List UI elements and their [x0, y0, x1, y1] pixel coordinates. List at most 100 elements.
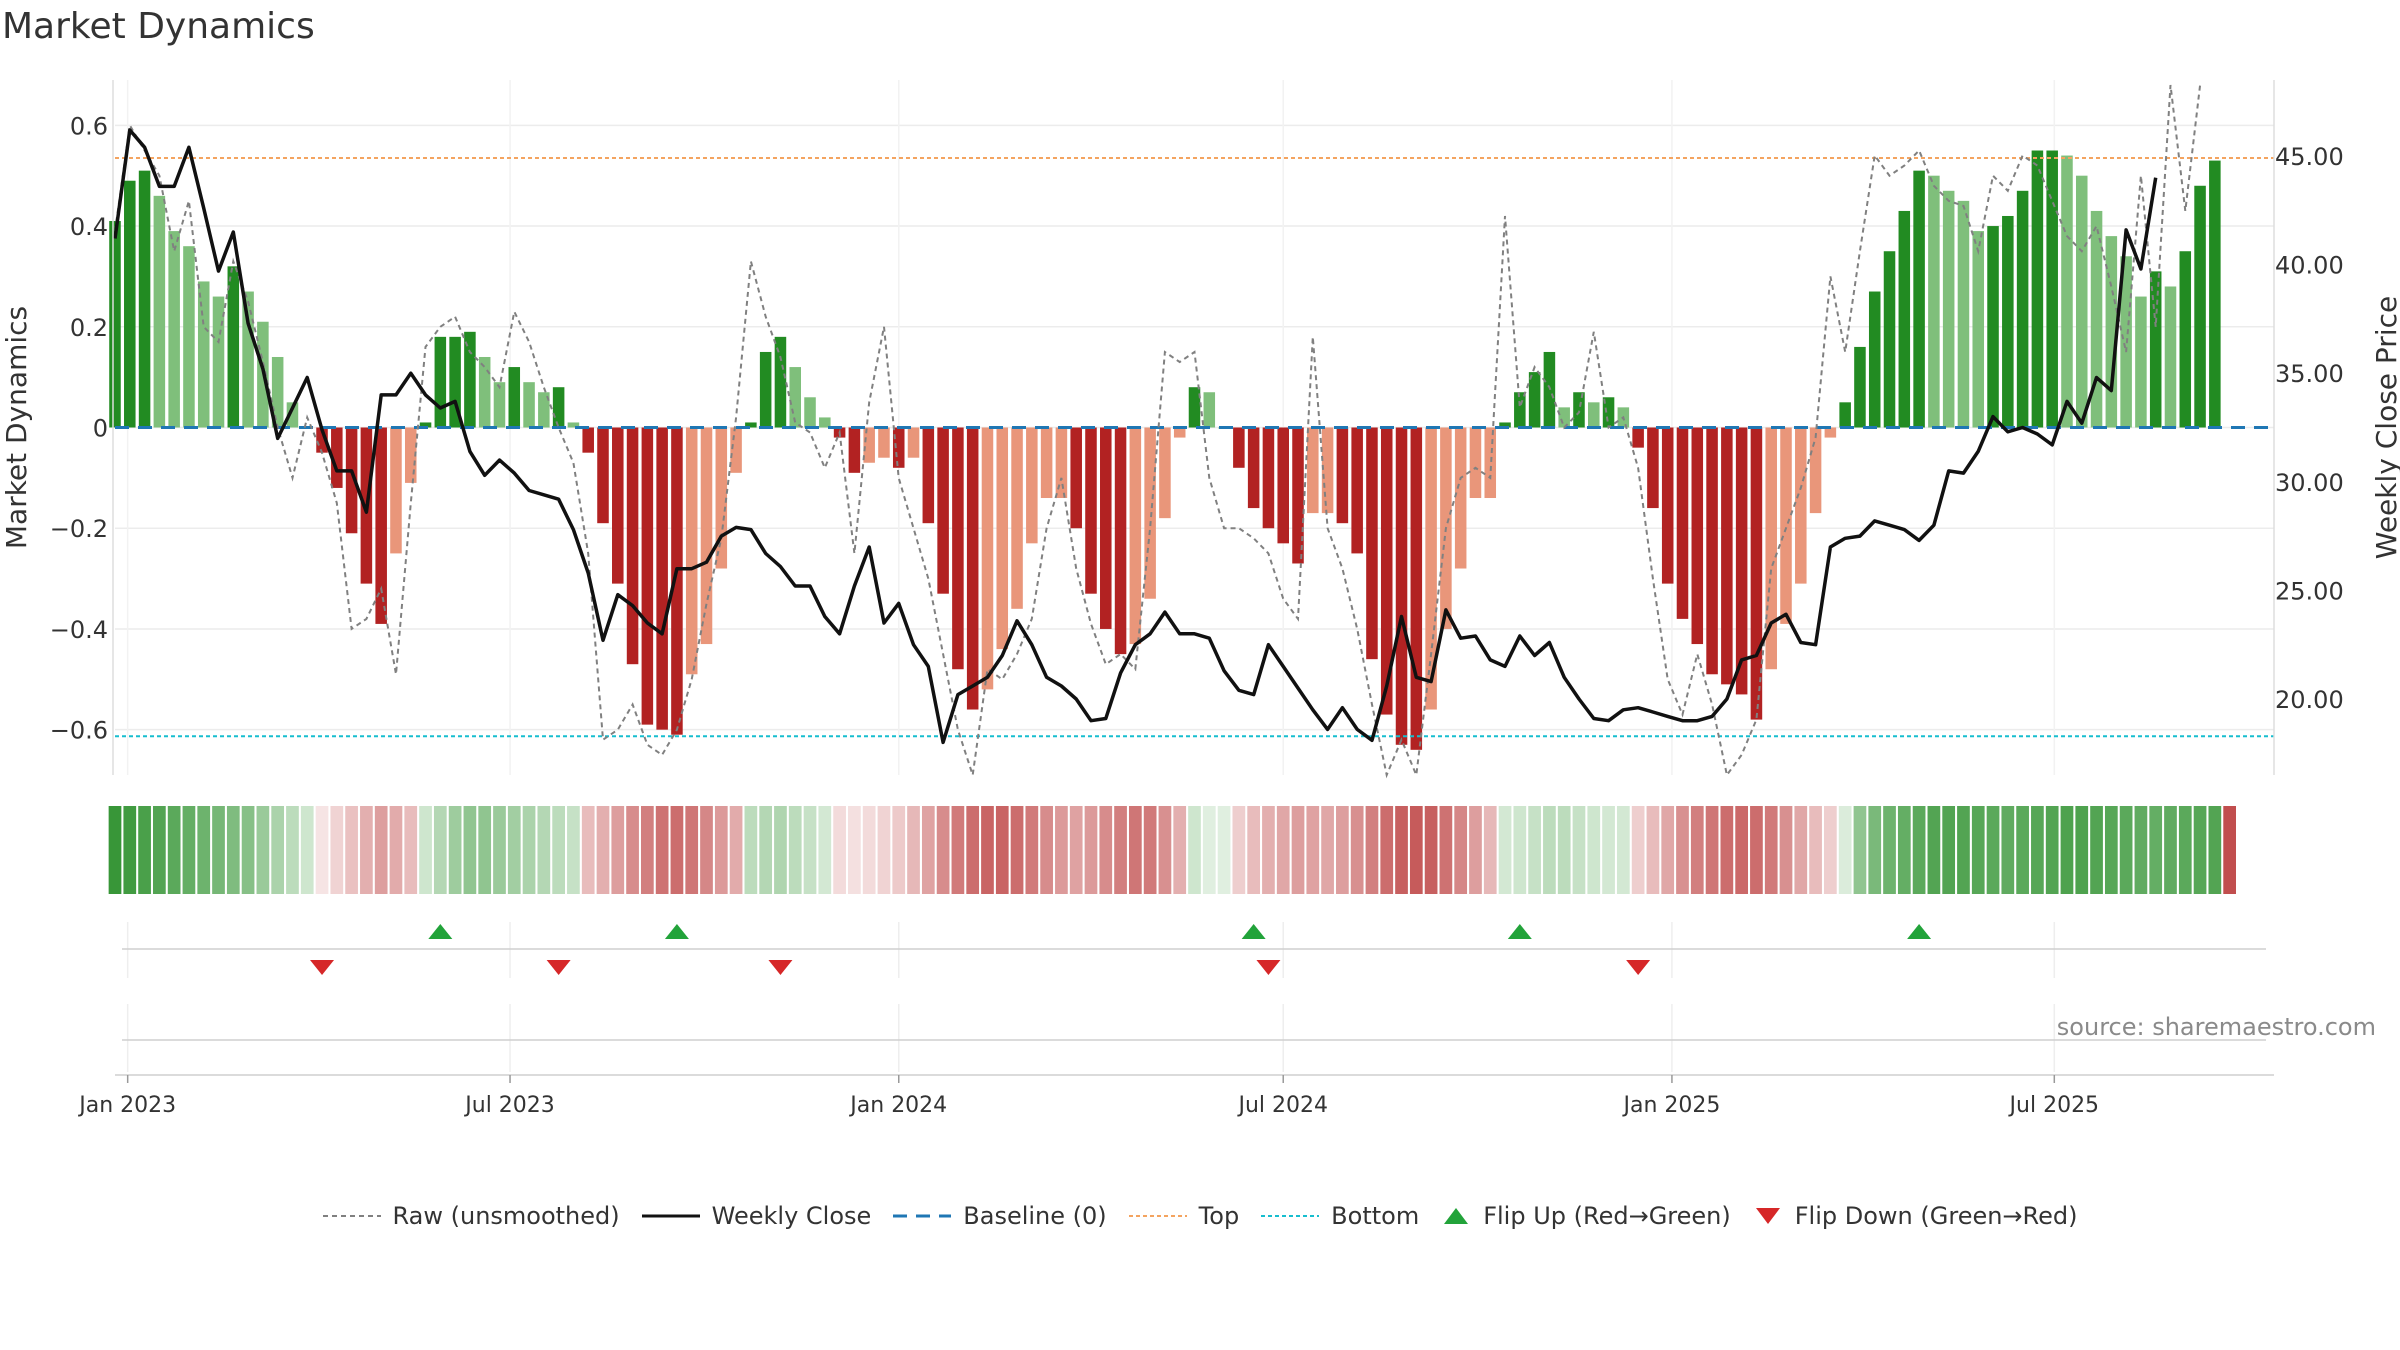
dynamics-bar — [2090, 210, 2103, 428]
y-tick-label: 0.2 — [70, 314, 108, 342]
legend-item-baseline[interactable]: Baseline (0) — [893, 1202, 1107, 1230]
y2-tick-label: 20.00 — [2275, 686, 2344, 714]
legend-label: Raw (unsmoothed) — [392, 1202, 620, 1230]
legend-item-close[interactable]: Weekly Close — [641, 1202, 872, 1230]
dynamics-bar — [2075, 175, 2088, 428]
strength-cell — [1528, 806, 1541, 894]
dynamics-bar — [1898, 210, 1911, 428]
legend-item-bottom[interactable]: Bottom — [1261, 1202, 1419, 1230]
x-axis: Jan 2023 Jul 2023 Jan 2024 Jul 2024 Jan 2025… — [77, 1039, 2274, 1118]
dynamics-bar — [1795, 427, 1807, 584]
dynamics-bar — [1573, 392, 1585, 428]
legend-item-flip-down[interactable]: Flip Down (Green→Red) — [1753, 1202, 2078, 1230]
strength-cell — [1957, 806, 1970, 894]
strength-cell — [1779, 806, 1793, 894]
strength-cell — [1055, 806, 1068, 894]
dynamics-bar — [2209, 160, 2221, 428]
strength-cell — [123, 806, 137, 894]
strength-cell — [1720, 806, 1734, 894]
dynamics-bar — [2135, 296, 2147, 428]
strength-cell — [241, 806, 255, 894]
strength-cell — [286, 806, 299, 894]
flip-up-marker — [1907, 924, 1932, 939]
dynamics-bar — [774, 336, 787, 428]
strength-cell — [1040, 806, 1053, 894]
dynamics-bar — [197, 281, 210, 428]
flip-down-marker — [1626, 960, 1651, 975]
dynamics-bar — [863, 427, 875, 463]
y-tick-label: −0.2 — [50, 515, 108, 543]
flip-down-marker — [546, 960, 571, 975]
dynamics-bar — [449, 336, 461, 428]
dynamics-bar — [2164, 286, 2177, 428]
strength-cell — [1897, 806, 1911, 894]
dynamics-bar — [538, 392, 550, 428]
strength-cell — [640, 806, 654, 894]
dynamics-bar — [2016, 190, 2029, 428]
strength-cell — [2193, 806, 2207, 894]
legend-item-flip-up[interactable]: Flip Up (Red→Green) — [1441, 1202, 1731, 1230]
dynamics-bar — [1913, 170, 1925, 428]
flip-up-marker — [1507, 924, 1532, 939]
strength-cell — [433, 806, 447, 894]
strength-cell — [1572, 806, 1586, 894]
dynamics-bar — [1706, 427, 1718, 675]
dynamics-bar — [1247, 427, 1260, 509]
strength-cell — [1469, 806, 1482, 894]
strength-cell — [700, 806, 713, 894]
red-down-triangle-icon — [1755, 1208, 1780, 1224]
strength-cell — [581, 806, 595, 894]
strength-cell — [2119, 806, 2133, 894]
strength-cell — [848, 806, 861, 894]
dynamics-bar — [419, 422, 432, 428]
strength-cell — [1809, 806, 1822, 894]
legend-label: Weekly Close — [711, 1202, 872, 1230]
strength-cell — [655, 806, 669, 894]
strength-cell — [1927, 806, 1941, 894]
dynamics-bar — [1410, 427, 1423, 750]
strength-cell — [522, 806, 536, 894]
strength-cell — [345, 806, 358, 894]
legend-item-top[interactable]: Top — [1128, 1202, 1239, 1230]
flip-up-marker — [664, 924, 689, 939]
strength-cell — [714, 806, 728, 894]
x-tick-label: Jul 2025 — [2008, 1093, 2100, 1118]
strength-cell — [1424, 806, 1438, 894]
dynamics-bar — [168, 231, 180, 428]
strength-cell — [212, 806, 225, 894]
strength-cell — [1513, 806, 1527, 894]
bar-layer — [109, 150, 2221, 750]
dynamics-bar — [1602, 397, 1615, 428]
strength-cell — [1395, 806, 1408, 894]
dynamics-bar — [1144, 427, 1156, 599]
flip-up-marker — [1241, 924, 1266, 939]
dynamics-bar — [1425, 427, 1437, 710]
strength-cell — [2208, 806, 2222, 894]
strength-cell — [404, 806, 418, 894]
legend-item-raw[interactable]: Raw (unsmoothed) — [322, 1202, 620, 1230]
dynamics-bar — [981, 427, 994, 690]
strength-cell — [611, 806, 625, 894]
strength-cell — [981, 806, 994, 894]
dynamics-bar — [1957, 200, 1970, 428]
dynamics-bar — [109, 221, 121, 428]
dynamics-bar — [1972, 231, 1985, 428]
dynamics-bar — [1824, 427, 1837, 438]
strength-cell — [1247, 806, 1261, 894]
dynamics-bar — [1395, 427, 1408, 745]
strength-cell — [567, 806, 580, 894]
strength-cell — [315, 806, 329, 894]
strength-cell — [1986, 806, 2000, 894]
dynamics-bar — [730, 427, 742, 473]
strength-cell — [2223, 806, 2236, 894]
dynamics-bar — [493, 382, 506, 428]
strength-cell — [1735, 806, 1749, 894]
dynamics-bar — [1514, 392, 1526, 428]
dynamics-bar — [685, 427, 698, 675]
x-tick-label: Jan 2024 — [848, 1093, 947, 1118]
strength-cell — [2149, 806, 2163, 894]
y2-axis-title: Weekly Close Price — [2370, 296, 2400, 559]
legend-label: Baseline (0) — [963, 1202, 1107, 1230]
strength-cell — [1409, 806, 1423, 894]
strength-cell — [1010, 806, 1024, 894]
